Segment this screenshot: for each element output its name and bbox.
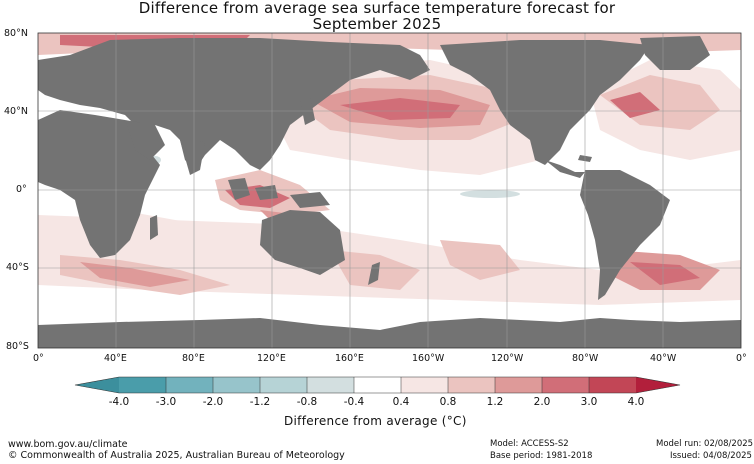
colorbar-swatch bbox=[260, 377, 307, 393]
graticule bbox=[38, 33, 741, 348]
colorbar bbox=[74, 376, 681, 394]
lon-label-40w: 40°W bbox=[650, 353, 677, 364]
colorbar-swatch bbox=[166, 377, 213, 393]
footer-base-period: Base period: 1981-2018 bbox=[490, 451, 593, 461]
colorbar-swatch bbox=[307, 377, 354, 393]
colorbar-tick: -1.2 bbox=[249, 396, 271, 408]
lon-label-160e: 160°E bbox=[335, 353, 364, 364]
colorbar-tick: 0.8 bbox=[439, 396, 457, 408]
colorbar-tick: 3.0 bbox=[580, 396, 598, 408]
north-america bbox=[440, 40, 650, 165]
lon-label-120e: 120°E bbox=[257, 353, 286, 364]
footer-model: Model: ACCESS-S2 bbox=[490, 439, 569, 449]
lat-label-40s: 40°S bbox=[6, 262, 29, 273]
eurasia bbox=[38, 38, 430, 170]
lon-label-80w: 80°W bbox=[572, 353, 599, 364]
colorbar-extend-high bbox=[636, 377, 680, 393]
lon-label-80e: 80°E bbox=[182, 353, 205, 364]
lat-label-80n: 80°N bbox=[4, 28, 28, 39]
colorbar-tick: 2.0 bbox=[533, 396, 551, 408]
footer-model-run: Model run: 02/08/2025 bbox=[656, 439, 754, 449]
colorbar-swatch bbox=[213, 377, 260, 393]
africa bbox=[38, 110, 160, 258]
south-america bbox=[580, 170, 670, 300]
lon-label-120w: 120°W bbox=[491, 353, 524, 364]
colorbar-tick: 1.2 bbox=[486, 396, 504, 408]
title-line-1: Difference from average sea surface temp… bbox=[138, 0, 616, 17]
colorbar-swatch bbox=[354, 377, 401, 393]
colorbar-tick: 4.0 bbox=[627, 396, 645, 408]
land-masses bbox=[38, 36, 741, 348]
colorbar-swatch bbox=[448, 377, 495, 393]
lon-label-160w: 160°W bbox=[412, 353, 445, 364]
australia bbox=[260, 210, 345, 275]
colorbar-tick: -3.0 bbox=[155, 396, 177, 408]
map-frame bbox=[37, 32, 742, 349]
colorbar-swatch bbox=[589, 377, 636, 393]
colorbar-swatch bbox=[542, 377, 589, 393]
greenland bbox=[640, 36, 710, 70]
footer-issued: Issued: 04/08/2025 bbox=[670, 451, 752, 461]
lat-label-80s: 80°S bbox=[6, 341, 29, 352]
colorbar-tick: -0.4 bbox=[343, 396, 365, 408]
colorbar-tick: -0.8 bbox=[296, 396, 318, 408]
map-title: Difference from average sea surface temp… bbox=[0, 0, 754, 32]
colorbar-tick: -2.0 bbox=[202, 396, 224, 408]
antarctica bbox=[38, 318, 741, 348]
lon-label-0-east: 0° bbox=[736, 353, 747, 364]
colorbar-extend-low bbox=[75, 377, 119, 393]
lat-label-40n: 40°N bbox=[4, 106, 28, 117]
lat-label-0: 0° bbox=[16, 184, 27, 195]
colorbar-swatch bbox=[119, 377, 166, 393]
colorbar-tick: -4.0 bbox=[108, 396, 130, 408]
lon-label-40e: 40°E bbox=[104, 353, 127, 364]
colorbar-tick: 0.4 bbox=[392, 396, 410, 408]
colorbar-swatch bbox=[495, 377, 542, 393]
footer-website: www.bom.gov.au/climate bbox=[8, 439, 128, 450]
footer-copyright: © Commonwealth of Australia 2025, Austra… bbox=[8, 450, 345, 461]
lon-label-0: 0° bbox=[33, 353, 44, 364]
map-area bbox=[38, 33, 741, 348]
colorbar-label: Difference from average (°C) bbox=[284, 414, 467, 428]
title-line-2: September 2025 bbox=[312, 15, 442, 33]
colorbar-swatch bbox=[401, 377, 448, 393]
